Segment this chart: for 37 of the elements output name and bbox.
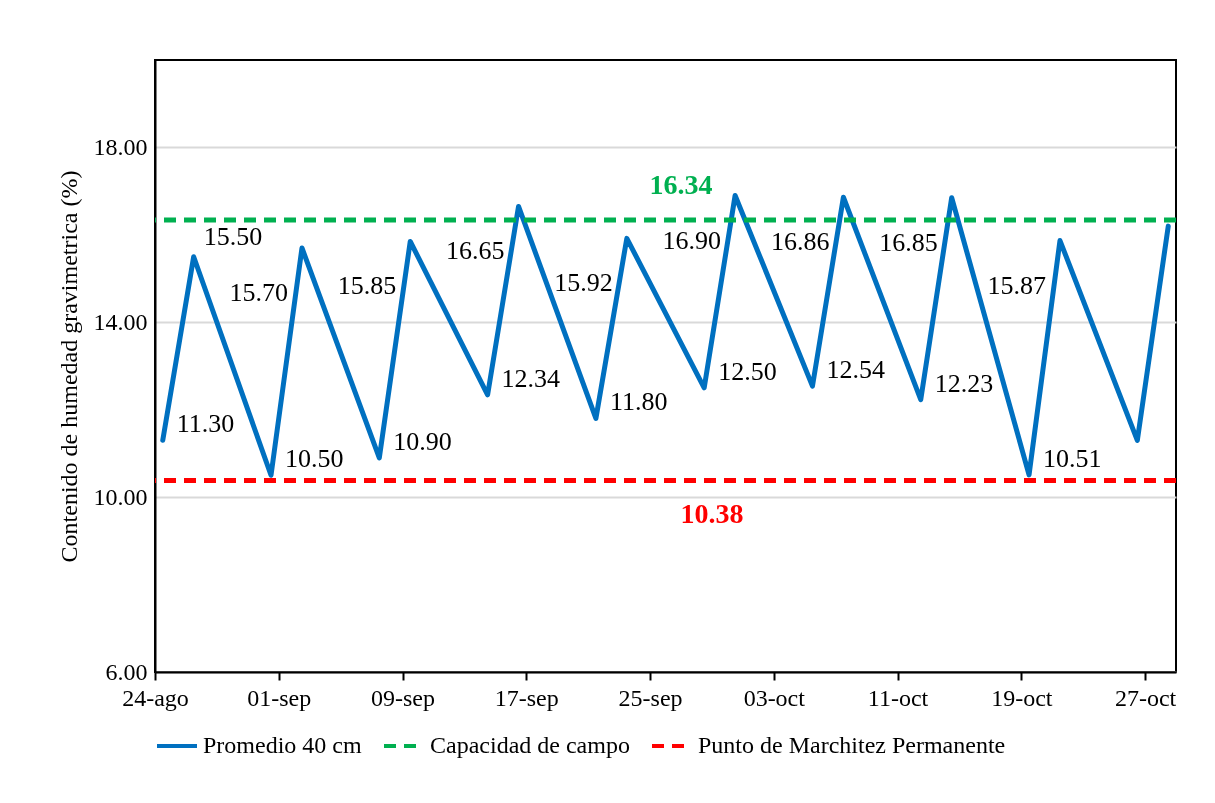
x-tick-label: 01-sep bbox=[247, 684, 312, 711]
data-label: 10.90 bbox=[393, 426, 452, 456]
x-tick-label: 09-sep bbox=[371, 684, 436, 711]
legend-label: Punto de Marchitez Permanente bbox=[698, 732, 1006, 758]
data-label: 15.50 bbox=[203, 221, 263, 251]
data-label: 11.80 bbox=[609, 387, 668, 417]
data-label: 12.54 bbox=[826, 355, 885, 385]
data-label: 16.65 bbox=[446, 236, 505, 266]
data-label: 12.34 bbox=[501, 363, 561, 393]
data-label: 16.86 bbox=[770, 227, 830, 257]
data-label: 15.85 bbox=[337, 271, 397, 301]
annotation: 10.38 bbox=[680, 497, 744, 529]
data-label: 12.23 bbox=[934, 368, 994, 398]
data-label: 11.30 bbox=[176, 409, 235, 439]
y-tick-label: 6.00 bbox=[105, 658, 148, 685]
x-tick-label: 17-sep bbox=[494, 684, 559, 711]
data-label: 15.70 bbox=[229, 277, 288, 307]
x-tick-label: 03-oct bbox=[743, 684, 806, 711]
x-tick-label: 19-oct bbox=[991, 684, 1053, 711]
x-tick-label: 11-oct bbox=[867, 684, 929, 711]
y-tick-label: 14.00 bbox=[93, 308, 148, 335]
data-label: 10.51 bbox=[1043, 443, 1102, 473]
legend-label: Promedio 40 cm bbox=[203, 732, 362, 758]
x-tick-label: 27-oct bbox=[1114, 684, 1177, 711]
data-label: 16.85 bbox=[879, 227, 938, 257]
data-label: 10.50 bbox=[285, 444, 344, 474]
data-label: 16.90 bbox=[662, 225, 722, 255]
annotation: 16.34 bbox=[649, 168, 713, 200]
y-tick-label: 10.00 bbox=[93, 483, 148, 510]
x-tick-label: 24-ago bbox=[122, 684, 189, 711]
y-tick-label: 18.00 bbox=[93, 133, 148, 160]
x-tick-label: 25-sep bbox=[618, 684, 683, 711]
data-label: 15.92 bbox=[554, 268, 613, 298]
legend-label: Capacidad de campo bbox=[430, 732, 630, 758]
y-axis-title: Contenido de humedad gravimetrica (%) bbox=[55, 170, 82, 563]
data-label: 12.50 bbox=[718, 356, 777, 386]
data-label: 15.87 bbox=[987, 270, 1046, 300]
